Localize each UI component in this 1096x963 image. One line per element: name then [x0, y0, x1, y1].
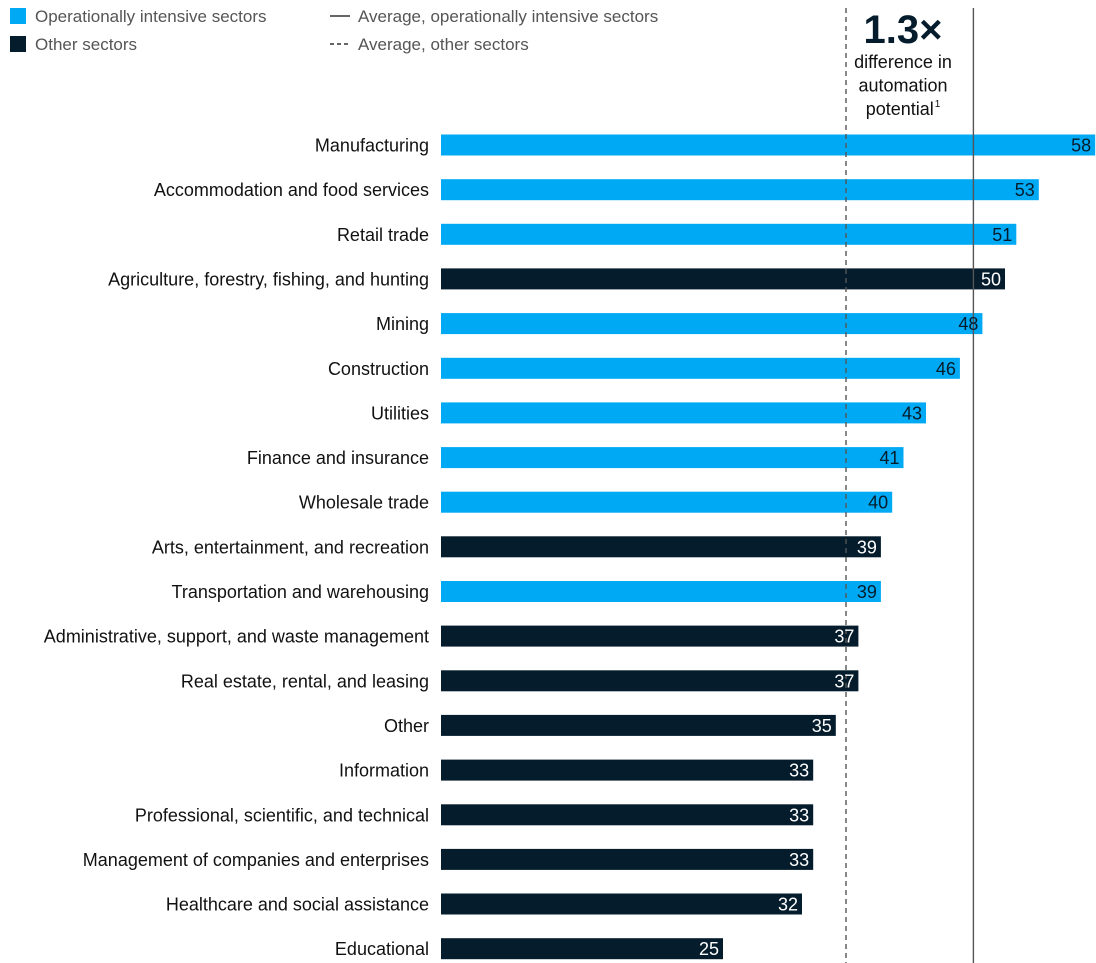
value-labels: 58 53 51 50 48 46 43 41 40 39 39 37 37 35 33 33 33 32 25	[699, 136, 1091, 960]
bar-arts-entertainment-and-recreation	[441, 536, 881, 558]
value-label-manufacturing: 58	[1071, 136, 1091, 156]
value-label-mining: 48	[958, 314, 978, 334]
bar-construction	[441, 357, 960, 379]
category-label-transportation-and-warehousing: Transportation and warehousing	[172, 582, 430, 602]
category-label-wholesale-trade: Wholesale trade	[299, 493, 429, 513]
category-label-retail-trade: Retail trade	[337, 225, 429, 245]
legend-other-label: Other sectors	[35, 35, 137, 54]
bars	[441, 134, 1096, 960]
callout-line-1: difference in	[854, 52, 952, 72]
value-label-wholesale-trade: 40	[868, 493, 888, 513]
callout-footnote-marker: 1	[935, 99, 941, 110]
bar-utilities	[441, 402, 926, 424]
category-label-agriculture-forestry-fishing-and-hunting: Agriculture, forestry, fishing, and hunt…	[108, 269, 429, 289]
bar-professional-scientific-and-technical	[441, 804, 814, 826]
category-label-manufacturing: Manufacturing	[315, 136, 429, 156]
value-label-accommodation-and-food-services: 53	[1015, 180, 1035, 200]
category-label-construction: Construction	[328, 359, 429, 379]
category-label-healthcare-and-social-assistance: Healthcare and social assistance	[166, 895, 429, 915]
bar-finance-and-insurance	[441, 447, 904, 469]
category-label-utilities: Utilities	[371, 403, 429, 423]
reference-lines	[845, 8, 975, 963]
bar-agriculture-forestry-fishing-and-hunting	[441, 268, 1005, 290]
bar-retail-trade	[441, 223, 1017, 245]
category-label-other: Other	[384, 716, 429, 736]
category-label-educational: Educational	[335, 939, 429, 959]
legend: Operationally intensive sectors Other sec…	[10, 7, 658, 54]
legend-average-operational-label: Average, operationally intensive sectors	[358, 7, 658, 26]
category-label-accommodation-and-food-services: Accommodation and food services	[154, 180, 429, 200]
category-label-finance-and-insurance: Finance and insurance	[247, 448, 429, 468]
bar-management-of-companies-and-enterprises	[441, 848, 814, 870]
value-label-real-estate-rental-and-leasing: 37	[834, 671, 854, 691]
category-label-management-of-companies-and-enterprises: Management of companies and enterprises	[83, 850, 429, 870]
value-label-educational: 25	[699, 939, 719, 959]
category-label-administrative-support-and-waste-management: Administrative, support, and waste manag…	[44, 627, 429, 647]
legend-operational-swatch	[10, 8, 26, 24]
category-label-real-estate-rental-and-leasing: Real estate, rental, and leasing	[181, 671, 429, 691]
value-label-information: 33	[789, 761, 809, 781]
bar-transportation-and-warehousing	[441, 581, 881, 602]
value-label-administrative-support-and-waste-management: 37	[834, 627, 854, 647]
value-label-utilities: 43	[902, 403, 922, 423]
category-label-professional-scientific-and-technical: Professional, scientific, and technical	[135, 805, 429, 825]
value-label-agriculture-forestry-fishing-and-hunting: 50	[981, 269, 1001, 289]
bar-wholesale-trade	[441, 491, 893, 513]
value-label-retail-trade: 51	[992, 225, 1012, 245]
value-label-other: 35	[812, 716, 832, 736]
legend-average-other-label: Average, other sectors	[358, 35, 529, 54]
bar-other	[441, 714, 836, 736]
callout-line-3: potential1	[866, 99, 941, 119]
legend-other-swatch	[10, 36, 26, 52]
legend-operational-label: Operationally intensive sectors	[35, 7, 267, 26]
value-label-transportation-and-warehousing: 39	[857, 582, 877, 602]
value-label-construction: 46	[936, 359, 956, 379]
value-label-professional-scientific-and-technical: 33	[789, 805, 809, 825]
category-labels: Manufacturing Accommodation and food serv…	[44, 136, 429, 960]
value-label-management-of-companies-and-enterprises: 33	[789, 850, 809, 870]
value-label-finance-and-insurance: 41	[879, 448, 899, 468]
bar-information	[441, 759, 814, 781]
category-label-information: Information	[339, 761, 429, 781]
bar-accommodation-and-food-services	[441, 179, 1039, 201]
value-label-arts-entertainment-and-recreation: 39	[857, 537, 877, 557]
callout-line-2: automation	[858, 76, 947, 96]
bar-mining	[441, 313, 983, 335]
bar-healthcare-and-social-assistance	[441, 893, 802, 915]
category-label-mining: Mining	[376, 314, 429, 334]
value-label-healthcare-and-social-assistance: 32	[778, 895, 798, 915]
automation-difference-callout: 1.3×difference in automation potential1	[854, 8, 952, 119]
callout-headline: 1.3×	[864, 8, 943, 52]
bar-administrative-support-and-waste-management	[441, 625, 859, 647]
category-label-arts-entertainment-and-recreation: Arts, entertainment, and recreation	[152, 537, 429, 557]
bar-manufacturing	[441, 134, 1096, 156]
bar-educational	[441, 938, 723, 960]
bar-real-estate-rental-and-leasing	[441, 670, 859, 692]
